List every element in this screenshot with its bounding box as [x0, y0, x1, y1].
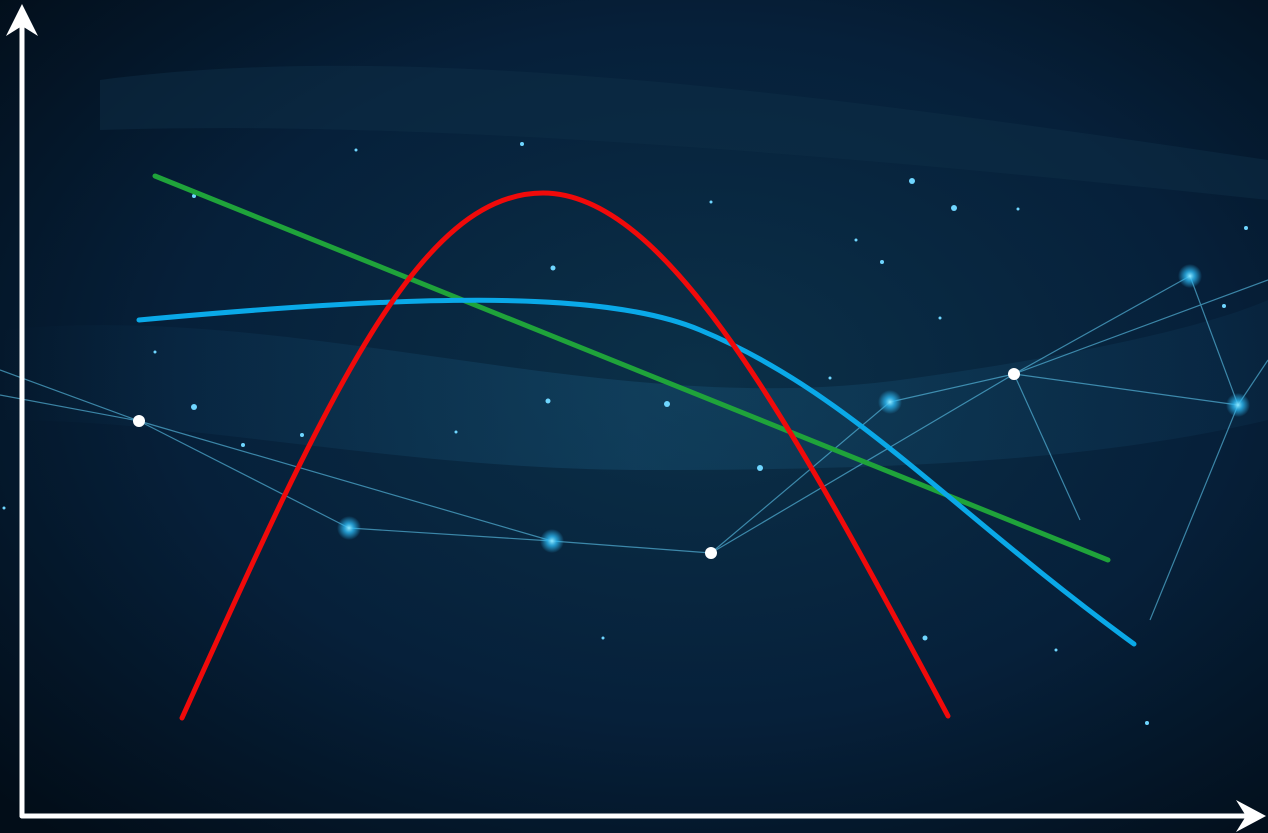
network-nodes	[133, 264, 1250, 559]
red-curve	[179, 190, 951, 721]
curves	[136, 173, 1137, 721]
axes	[19, 11, 1261, 819]
star-dots	[2, 142, 1248, 725]
x-axis-arrow	[1236, 800, 1266, 832]
y-axis-arrow	[6, 4, 38, 36]
network-lines	[0, 275, 1268, 621]
haze-band	[100, 65, 1268, 200]
blue-curve	[136, 297, 1137, 647]
